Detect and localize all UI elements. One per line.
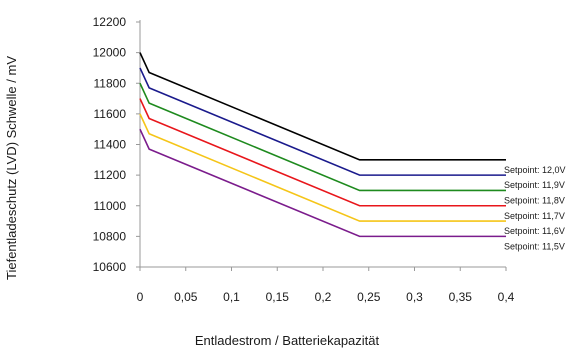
series-label: Setpoint: 11,8V xyxy=(504,195,565,205)
y-tick-label: 11000 xyxy=(94,199,127,213)
y-tick-label: 11600 xyxy=(94,107,127,121)
series-line xyxy=(139,82,506,192)
x-tick-label: 0,4 xyxy=(498,290,515,304)
series-label: Setpoint: 12,0V xyxy=(504,165,566,175)
series-line xyxy=(139,98,506,207)
series-line xyxy=(139,113,506,222)
series-label: Setpoint: 11,9V xyxy=(504,180,565,190)
series-labels: Setpoint: 12,0V Setpoint: 11,9V Setpoint: … xyxy=(504,165,566,252)
axes xyxy=(139,20,506,268)
x-tick-label: 0,35 xyxy=(449,290,473,304)
y-tick-label: 11800 xyxy=(94,76,127,90)
y-tick-label: 12200 xyxy=(93,15,127,29)
series-line xyxy=(139,128,506,238)
y-tick-label: 10800 xyxy=(93,229,127,243)
series-label: Setpoint: 11,6V xyxy=(504,226,565,236)
y-tick-label: 10600 xyxy=(93,260,127,274)
series-line xyxy=(139,67,506,176)
y-axis-ticks: 10600 10800 11000 11200 11400 11600 11800 12000… xyxy=(93,15,140,274)
series-label: Setpoint: 11,7V xyxy=(504,211,565,221)
y-tick-label: 12000 xyxy=(93,46,127,60)
x-tick-label: 0,2 xyxy=(315,290,332,304)
x-tick-label: 0,15 xyxy=(266,290,290,304)
series-line xyxy=(139,52,506,161)
x-tick-label: 0 xyxy=(137,290,144,304)
y-axis-title: Tiefentladeschutz (LVD) Schwelle / mV xyxy=(4,56,19,280)
x-tick-label: 0,3 xyxy=(406,290,423,304)
x-tick-label: 0,25 xyxy=(357,290,381,304)
series-label: Setpoint: 11,5V xyxy=(504,241,565,251)
x-axis-title: Entladestrom / Batteriekapazität xyxy=(195,333,380,348)
series-lines xyxy=(139,52,506,238)
x-axis-ticks: 0 0,05 0,1 0,15 0,2 0,25 0,3 0,35 0,4 xyxy=(137,267,515,304)
x-tick-label: 0,05 xyxy=(174,290,198,304)
x-tick-label: 0,1 xyxy=(223,290,240,304)
y-tick-label: 11200 xyxy=(94,168,127,182)
y-tick-label: 11400 xyxy=(94,138,127,152)
